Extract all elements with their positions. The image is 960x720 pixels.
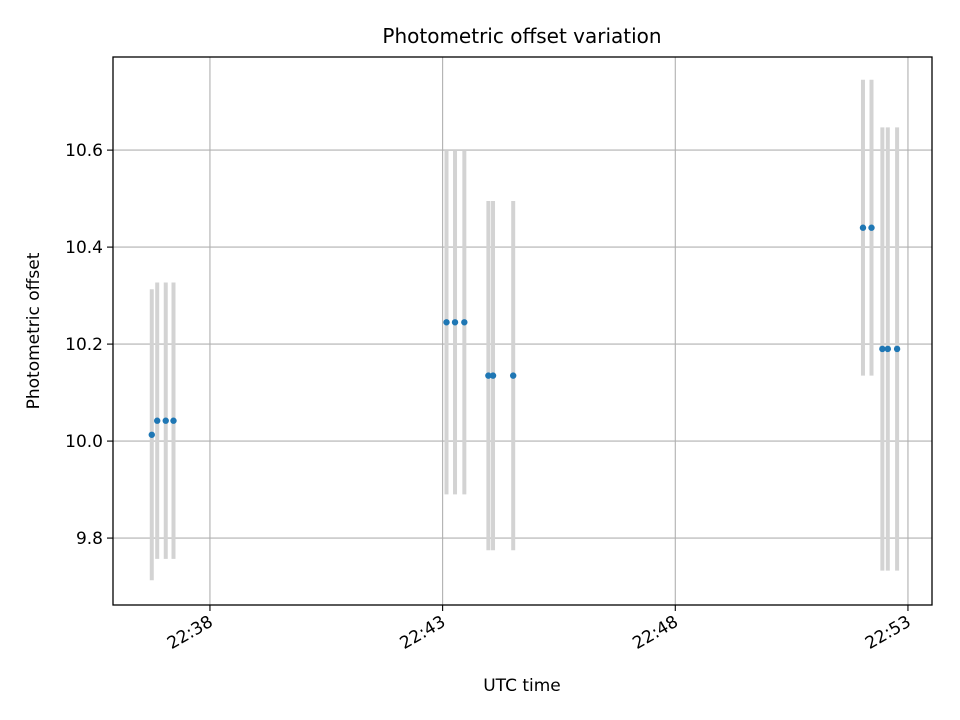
data-point-3: [170, 417, 177, 424]
x-axis-label: UTC time: [483, 676, 561, 696]
y-tick-label: 10.2: [65, 335, 103, 355]
data-point-11: [868, 224, 875, 231]
data-point-10: [859, 224, 867, 231]
data-point-9: [509, 372, 517, 379]
data-point-12: [879, 345, 886, 353]
y-tick-label: 10.0: [65, 432, 103, 452]
data-point-2: [162, 417, 169, 424]
data-point-5: [451, 319, 459, 326]
data-point-4: [443, 319, 450, 326]
data-point-7: [485, 372, 492, 379]
data-point-1: [154, 417, 161, 424]
data-point-6: [461, 319, 468, 326]
y-tick-label: 10.4: [65, 238, 103, 258]
y-axis-label: Photometric offset: [24, 252, 44, 409]
plot-frame: [112, 56, 933, 606]
y-tick-label: 10.6: [65, 141, 103, 161]
y-axis-ticks: 9.8 10.0 10.2 10.4 10.6: [65, 141, 113, 549]
data-point-13: [884, 345, 891, 353]
chart-title: Photometric offset variation: [382, 24, 661, 48]
grid: [113, 57, 932, 605]
data-point-14: [893, 345, 901, 353]
data-points: [148, 224, 901, 438]
y-tick-label: 9.8: [76, 529, 103, 549]
data-point-0: [148, 431, 155, 438]
data-point-8: [489, 372, 497, 379]
